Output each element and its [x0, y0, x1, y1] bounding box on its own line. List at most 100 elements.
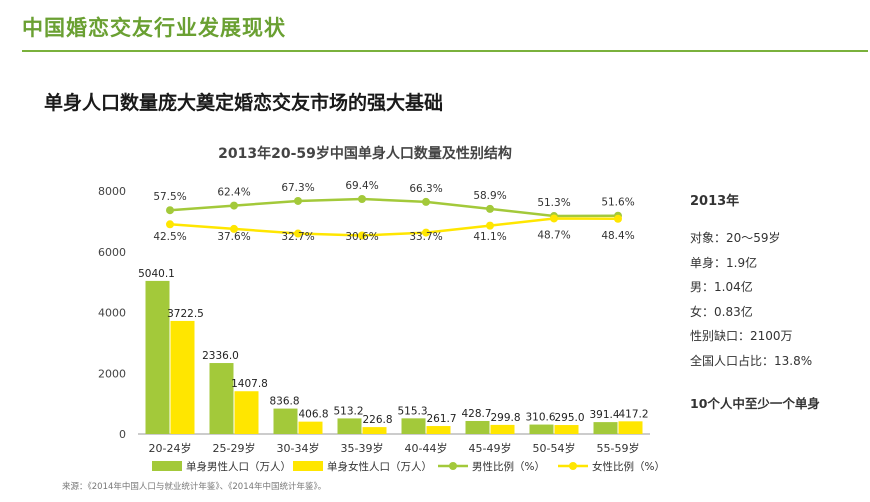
- female-bar-label: 299.8: [490, 412, 520, 424]
- male-ratio-point: [166, 206, 174, 215]
- female-bar: [298, 421, 323, 434]
- x-tick-label: 20-24岁: [149, 441, 192, 455]
- page-title: 中国婚恋交友行业发展现状: [22, 16, 286, 40]
- summary-gender-gap: 性别缺口：2100万: [690, 329, 793, 343]
- male-ratio-label: 66.3%: [409, 183, 442, 195]
- male-ratio-point: [294, 196, 302, 205]
- male-ratio-label: 62.4%: [217, 187, 250, 199]
- male-ratio-point: [230, 201, 238, 210]
- summary-single-total: 单身：1.9亿: [690, 255, 758, 270]
- legend-marker: [449, 462, 457, 470]
- female-ratio-label: 30.6%: [345, 231, 378, 243]
- female-ratio-label: 32.7%: [281, 231, 314, 243]
- female-ratio-point: [614, 214, 622, 223]
- male-ratio-label: 69.4%: [345, 180, 378, 192]
- male-bar: [529, 424, 554, 434]
- male-ratio-label: 51.6%: [601, 197, 634, 209]
- male-bar-label: 428.7: [461, 408, 491, 420]
- male-bar-label: 515.3: [397, 405, 427, 417]
- female-bar-label: 295.0: [554, 412, 584, 424]
- female-ratio-point: [486, 221, 494, 230]
- female-ratio-label: 42.5%: [153, 231, 186, 243]
- legend-label: 女性比例（%）: [592, 460, 665, 473]
- male-ratio-label: 67.3%: [281, 182, 314, 194]
- x-tick-label: 45-49岁: [469, 441, 512, 455]
- male-ratio-point: [486, 204, 494, 213]
- section-subtitle: 单身人口数量庞大奠定婚恋交友市场的强大基础: [44, 92, 444, 114]
- summary-tagline: 10个人中至少一个单身: [690, 396, 820, 411]
- male-bar-label: 2336.0: [202, 350, 239, 362]
- male-bar: [337, 418, 362, 434]
- x-tick-label: 25-29岁: [213, 441, 256, 455]
- male-ratio-line: [169, 197, 619, 218]
- x-tick-label: 50-54岁: [533, 441, 576, 455]
- female-bar-label: 406.8: [298, 409, 328, 421]
- male-bar-label: 513.2: [333, 405, 363, 417]
- female-ratio-line: [169, 217, 619, 237]
- female-bar-label: 1407.8: [231, 378, 268, 390]
- source-note: 来源：《2014年中国人口与就业统计年鉴》、《2014年中国统计年鉴》。: [62, 482, 327, 492]
- male-ratio-label: 57.5%: [153, 191, 186, 203]
- legend-swatch: [293, 461, 323, 471]
- male-bar: [593, 422, 618, 434]
- legend-label: 男性比例（%）: [472, 460, 545, 473]
- male-bar: [273, 408, 298, 434]
- female-ratio-label: 48.7%: [537, 229, 570, 241]
- legend-label: 单身女性人口（万人）: [327, 460, 432, 473]
- x-tick-label: 30-34岁: [277, 441, 320, 455]
- female-bar: [426, 426, 451, 434]
- male-ratio-label: 51.3%: [537, 197, 570, 209]
- female-bar-label: 261.7: [426, 413, 456, 425]
- x-tick-label: 40-44岁: [405, 441, 448, 455]
- male-bar-label: 5040.1: [138, 268, 175, 280]
- male-bar-label: 391.4: [589, 409, 619, 421]
- male-ratio-label: 58.9%: [473, 190, 506, 202]
- female-bar: [554, 425, 579, 434]
- male-ratio-point: [422, 197, 430, 206]
- legend-marker: [569, 462, 577, 470]
- male-bar: [209, 363, 234, 434]
- chart-title: 2013年20-59岁中国单身人口数量及性别结构: [218, 146, 512, 162]
- y-tick-label: 6000: [98, 246, 126, 259]
- female-bar-label: 417.2: [618, 408, 648, 420]
- female-bar: [362, 427, 387, 434]
- female-bar: [170, 320, 195, 434]
- female-ratio-label: 37.6%: [217, 231, 250, 243]
- female-ratio-point: [294, 229, 302, 238]
- x-tick-label: 35-39岁: [341, 441, 384, 455]
- male-ratio-point: [358, 195, 366, 203]
- male-bar: [401, 418, 426, 434]
- summary-target: 对象：20～59岁: [690, 231, 781, 245]
- female-bar-label: 3722.5: [167, 308, 204, 320]
- legend-swatch: [152, 461, 182, 471]
- female-bar-label: 226.8: [362, 414, 392, 426]
- summary-panel: 2013年 对象：20～59岁 单身：1.9亿 男：1.04亿 女：0.83亿 …: [690, 190, 860, 412]
- summary-year: 2013年: [690, 194, 740, 209]
- male-bar-label: 836.8: [269, 396, 299, 408]
- female-bar: [618, 421, 643, 434]
- y-tick-label: 2000: [98, 367, 126, 380]
- male-bar-label: 310.6: [525, 412, 555, 424]
- summary-population-share: 全国人口占比：13.8%: [690, 353, 813, 368]
- male-bar: [465, 420, 490, 434]
- female-ratio-label: 33.7%: [409, 231, 442, 243]
- male-bar: [145, 280, 170, 434]
- y-tick-label: 4000: [98, 307, 126, 320]
- female-ratio-label: 41.1%: [473, 231, 506, 243]
- female-ratio-point: [230, 224, 238, 233]
- female-ratio-point: [422, 228, 430, 237]
- legend-label: 单身男性人口（万人）: [186, 460, 291, 473]
- female-ratio-point: [166, 220, 174, 229]
- summary-male: 男：1.04亿: [690, 280, 753, 294]
- summary-female: 女：0.83亿: [690, 304, 753, 319]
- y-tick-label: 8000: [98, 185, 126, 198]
- x-tick-label: 55-59岁: [597, 441, 640, 455]
- female-ratio-point: [358, 231, 366, 240]
- female-bar: [234, 391, 259, 434]
- y-tick-label: 0: [119, 428, 126, 441]
- female-ratio-label: 48.4%: [601, 230, 634, 242]
- female-ratio-point: [550, 214, 558, 223]
- female-bar: [490, 424, 515, 434]
- header-divider: [22, 50, 868, 52]
